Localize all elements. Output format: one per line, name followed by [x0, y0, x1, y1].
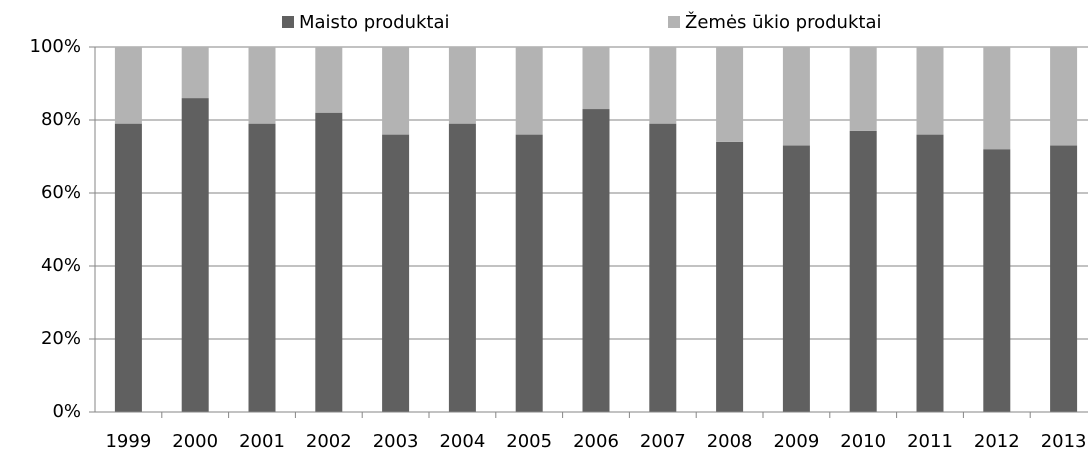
- bar-segment: [983, 149, 1011, 412]
- x-tick-label: 2001: [239, 431, 285, 452]
- legend-swatch: [282, 16, 294, 28]
- bar-segment: [1050, 145, 1078, 413]
- x-tick-label: 2007: [640, 431, 686, 452]
- y-tick-label: 20%: [41, 328, 81, 349]
- bar-segment: [649, 47, 677, 124]
- y-tick-label: 0%: [52, 401, 81, 422]
- bar-segment: [315, 112, 343, 412]
- bar-segment: [582, 109, 610, 413]
- bar-segment: [916, 47, 944, 135]
- x-tick-label: 2010: [840, 431, 886, 452]
- bar-segment: [114, 47, 142, 124]
- bar-segment: [181, 98, 209, 412]
- bar-segment: [716, 47, 744, 142]
- x-tick-label: 2013: [1041, 431, 1087, 452]
- bar-segment: [716, 141, 744, 412]
- bar-segment: [448, 47, 476, 124]
- y-tick-label: 80%: [41, 109, 81, 130]
- x-tick-label: 2008: [707, 431, 753, 452]
- x-tick-label: 1999: [105, 431, 151, 452]
- x-tick-label: 2011: [907, 431, 953, 452]
- legend-label: Maisto produktai: [299, 12, 450, 33]
- x-tick-label: 2005: [506, 431, 552, 452]
- bar-segment: [515, 47, 543, 135]
- x-tick-label: 2012: [974, 431, 1020, 452]
- legend-swatch: [668, 16, 680, 28]
- x-tick-label: 2002: [306, 431, 352, 452]
- y-tick-label: 40%: [41, 255, 81, 276]
- bar-segment: [1050, 47, 1078, 146]
- bar-segment: [515, 134, 543, 412]
- bar-segment: [782, 47, 810, 146]
- bar-segment: [782, 145, 810, 413]
- bar-segment: [382, 47, 410, 135]
- y-tick-label: 60%: [41, 182, 81, 203]
- bar-segment: [983, 47, 1011, 150]
- y-tick-label: 100%: [30, 36, 81, 57]
- bar-segment: [916, 134, 944, 412]
- x-tick-label: 2003: [373, 431, 419, 452]
- bar-segment: [382, 134, 410, 412]
- bar-segment: [248, 123, 276, 413]
- bar-segment: [448, 123, 476, 413]
- bar-segment: [582, 47, 610, 110]
- bar-segment: [649, 123, 677, 413]
- bar-segment: [849, 47, 877, 131]
- x-tick-label: 2006: [573, 431, 619, 452]
- bar-segment: [114, 123, 142, 413]
- bar-segment: [315, 47, 343, 113]
- bar-segment: [849, 130, 877, 412]
- bar-segment: [248, 47, 276, 124]
- bar-segment: [181, 47, 209, 99]
- x-tick-label: 2004: [439, 431, 485, 452]
- x-tick-label: 2000: [172, 431, 218, 452]
- legend-label: Žemės ūkio produktai: [685, 11, 881, 33]
- x-tick-label: 2009: [773, 431, 819, 452]
